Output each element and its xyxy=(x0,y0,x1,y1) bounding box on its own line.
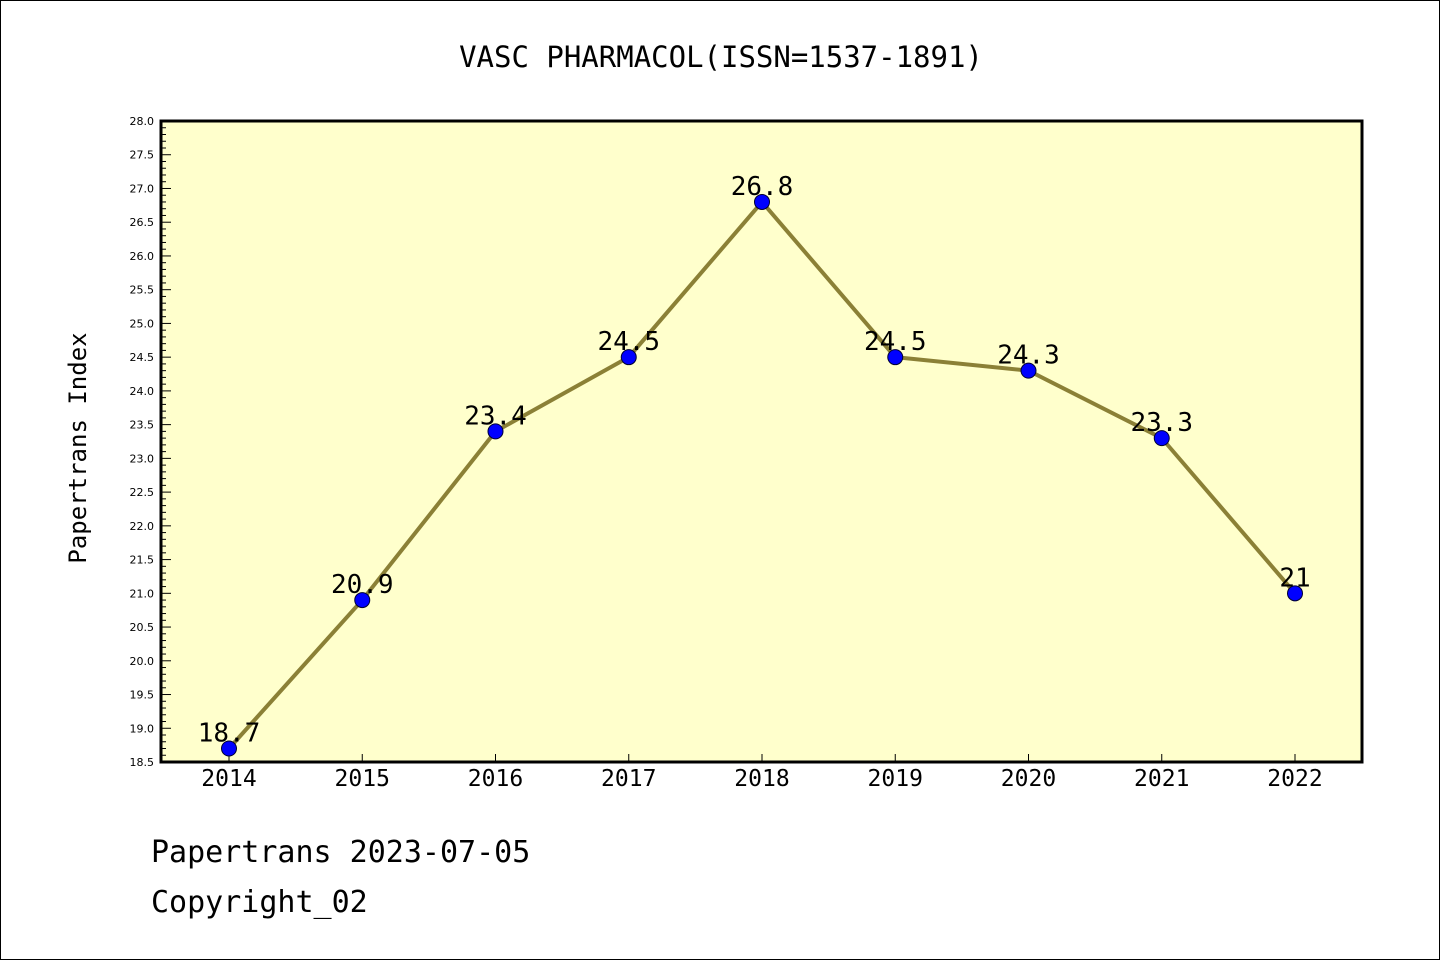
footer-copyright-line: Copyright_02 xyxy=(151,885,368,920)
footer-date-line: Papertrans 2023-07-05 xyxy=(151,835,531,870)
y-tick-label: 19.5 xyxy=(130,689,155,702)
y-tick-label: 28.0 xyxy=(130,115,155,128)
y-tick-label: 20.0 xyxy=(130,655,155,668)
x-tick-label: 2022 xyxy=(1267,766,1322,792)
y-tick-label: 23.0 xyxy=(130,452,155,465)
data-label: 21 xyxy=(1279,563,1310,593)
plot-area xyxy=(159,119,1364,764)
data-label: 20.9 xyxy=(331,570,394,600)
data-point-marker xyxy=(887,349,904,366)
data-point-marker xyxy=(221,740,237,757)
data-point-marker xyxy=(620,349,637,366)
x-tick-label: 2014 xyxy=(201,766,256,792)
y-ticks: 18.5 19.0 19.5 20.0 20.5 21.0 21.5 22.0 22.5 23.0… xyxy=(130,115,171,769)
y-tick-label: 21.5 xyxy=(130,554,155,567)
x-tick-label: 2016 xyxy=(468,766,523,792)
y-tick-label: 25.5 xyxy=(130,284,155,297)
x-tick-label: 2020 xyxy=(1001,766,1056,792)
data-point-marker xyxy=(754,193,770,210)
y-tick-label: 26.5 xyxy=(130,216,155,229)
x-tick-label: 2018 xyxy=(734,766,789,792)
y-tick-label: 18.5 xyxy=(130,756,155,769)
series-layer xyxy=(221,193,1303,757)
y-tick-label: 22.0 xyxy=(130,520,155,533)
y-tick-label: 22.5 xyxy=(130,486,155,499)
data-point-marker xyxy=(487,423,504,440)
y-tick-label: 27.5 xyxy=(130,149,155,162)
x-tick-label: 2015 xyxy=(335,766,390,792)
data-label: 18.7 xyxy=(198,719,261,749)
chart-title: VASC PHARMACOL(ISSN=1537-1891) xyxy=(459,40,983,74)
y-tick-label: 21.0 xyxy=(130,587,155,600)
data-label: 23.3 xyxy=(1130,408,1193,438)
y-tick-label: 20.5 xyxy=(130,621,155,634)
data-point-marker xyxy=(1153,430,1170,447)
y-tick-label: 26.0 xyxy=(130,250,155,263)
data-label: 24.5 xyxy=(864,327,927,357)
data-point-marker xyxy=(354,592,371,609)
x-tick-label: 2021 xyxy=(1134,766,1189,792)
data-point-marker xyxy=(1287,585,1303,602)
y-tick-label: 24.0 xyxy=(130,385,155,398)
y-tick-label: 24.5 xyxy=(130,351,155,364)
data-label: 23.4 xyxy=(464,401,527,431)
y-tick-label: 19.0 xyxy=(130,722,155,735)
y-tick-label: 23.5 xyxy=(130,419,155,432)
data-label: 24.5 xyxy=(597,327,660,357)
x-tick-label: 2017 xyxy=(601,766,656,792)
label-layer: 18.7 20.9 23.4 24.5 26.8 24.5 24.3 23.3 21 xyxy=(198,172,1311,749)
data-label: 24.3 xyxy=(997,341,1060,371)
y-axis-label: Papertrans Index xyxy=(64,332,92,563)
x-ticks: 2014 2015 2016 2017 2018 2019 2020 2021 2022 xyxy=(201,754,1323,792)
data-point-marker xyxy=(1020,362,1037,379)
y-tick-label: 25.0 xyxy=(130,317,155,330)
x-tick-label: 2019 xyxy=(868,766,923,792)
data-label: 26.8 xyxy=(731,172,794,202)
y-tick-label: 27.0 xyxy=(130,182,155,195)
